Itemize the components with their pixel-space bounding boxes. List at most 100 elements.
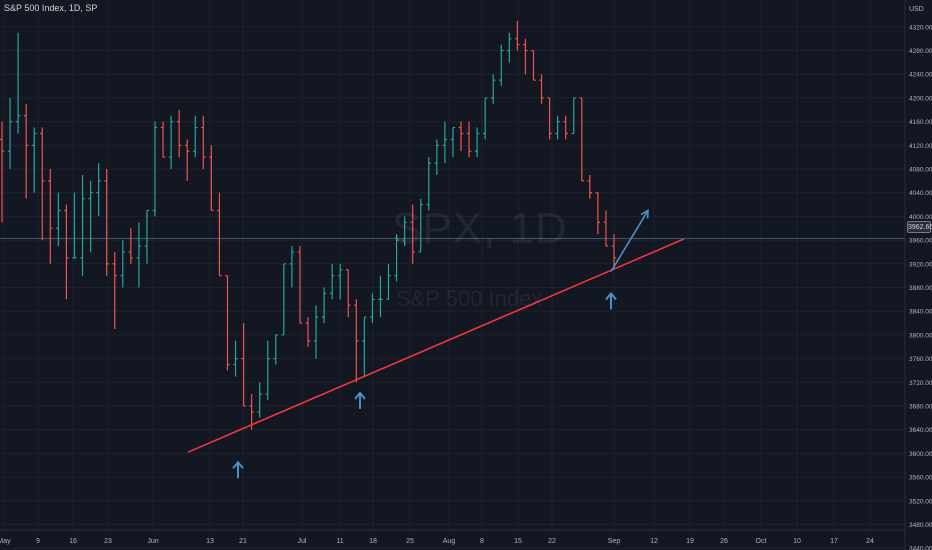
ohlc-bar — [209, 145, 214, 212]
chart-title: S&P 500 Index, 1D, SP — [4, 3, 98, 13]
ohlc-bar — [499, 44, 504, 87]
ohlc-bar — [15, 32, 21, 134]
ohlc-bar — [507, 32, 512, 63]
ohlc-bar — [442, 121, 448, 164]
ohlc-bar — [555, 115, 560, 140]
price-tick-label: 3480.00 — [909, 522, 932, 529]
ohlc-bar — [491, 74, 496, 104]
ohlc-bar — [587, 174, 593, 199]
time-tick-label: 10 — [793, 538, 801, 545]
ohlc-bar — [152, 121, 158, 217]
ohlc-bar — [579, 97, 584, 182]
ohlc-bar — [426, 157, 431, 211]
ohlc-bar — [482, 97, 488, 140]
ohlc-bar — [168, 115, 174, 170]
time-tick-label: 23 — [104, 538, 112, 545]
ohlc-bar — [450, 126, 456, 158]
price-tick-label: 4120.00 — [909, 143, 932, 150]
ohlc-bar — [305, 317, 311, 347]
ohlc-bar — [346, 269, 351, 318]
ohlc-bar — [64, 204, 69, 300]
ohlc-bar — [136, 222, 142, 288]
time-tick-label: 24 — [866, 538, 874, 545]
time-tick-label: 11 — [336, 538, 343, 545]
up-arrow-icon — [605, 291, 617, 310]
ohlc-bar — [394, 234, 399, 282]
price-axis-bg — [905, 0, 932, 550]
time-tick-label: 18 — [369, 538, 377, 545]
ohlc-bar — [603, 210, 609, 247]
time-tick-label: Jul — [298, 538, 307, 545]
ohlc-bar — [241, 323, 246, 407]
ohlc-bar — [201, 115, 206, 170]
time-tick-label: Sep — [608, 538, 621, 545]
up-arrow-head — [354, 391, 366, 400]
time-axis[interactable]: May 9 16 23 Jun 13 21 Jul 11 18 25 Aug 8 15 22 Sep 12 19 2… — [0, 529, 905, 545]
price-tick-label: 4320.00 — [909, 24, 932, 31]
ohlc-bar — [265, 340, 270, 401]
ohlc-bar — [418, 198, 423, 253]
price-tick-label: 3560.00 — [909, 475, 932, 482]
time-tick-label: 21 — [239, 538, 247, 545]
ohlc-bar — [458, 121, 464, 152]
price-tick-label: 4160.00 — [909, 119, 932, 126]
projection-arrow-line — [610, 210, 649, 272]
time-tick-label: 22 — [548, 538, 556, 545]
price-tick-label: 3800.00 — [909, 332, 932, 339]
ohlc-bar — [338, 263, 343, 300]
time-tick-label: 16 — [69, 538, 77, 545]
time-tick-label: 12 — [650, 538, 658, 545]
price-tick-label: 3880.00 — [909, 285, 932, 292]
time-tick-label: Oct — [756, 538, 767, 545]
ohlc-bar — [128, 228, 134, 264]
ohlc-bar — [273, 334, 278, 365]
ohlc-bar — [434, 139, 440, 175]
ohlc-bar — [531, 49, 536, 81]
price-tick-label: 3520.00 — [909, 498, 932, 505]
price-tick-label: 4200.00 — [909, 95, 932, 102]
time-tick-label: May — [0, 538, 11, 545]
ohlc-bar — [160, 121, 166, 158]
ohlc-bar — [474, 127, 480, 158]
ohlc-bar — [313, 305, 319, 359]
price-tick-label: 4040.00 — [909, 190, 932, 197]
ohlc-bar — [297, 246, 303, 324]
ohlc-bar — [515, 20, 520, 51]
time-tick-label: 25 — [406, 538, 414, 545]
ohlc-bar — [80, 174, 85, 276]
ohlc-bar — [104, 169, 109, 276]
time-tick-label: 9 — [36, 538, 40, 545]
time-tick-label: 15 — [514, 538, 522, 545]
price-axis[interactable]: USD 3440.00 3480.00 3520.00 3560.00 3600.00 36… — [904, 0, 932, 550]
ohlc-bar — [370, 293, 375, 324]
time-tick-label: 8 — [480, 538, 484, 545]
time-tick-label: Jun — [147, 538, 158, 545]
watermark-name: S&P 500 Index — [396, 286, 543, 311]
price-tick-label: 4000.00 — [909, 214, 932, 221]
ohlc-bar — [523, 38, 528, 75]
ohlc-bar — [611, 234, 617, 270]
trendline — [187, 238, 685, 453]
time-tick-label: 13 — [206, 538, 214, 545]
price-tick-label: 3440.00 — [909, 546, 932, 550]
price-tick-label: 3920.00 — [909, 261, 932, 268]
ohlc-bar — [40, 127, 45, 241]
price-tick-label: 3960.00 — [909, 238, 932, 245]
time-tick-label: 26 — [720, 538, 728, 545]
ohlc-bar — [96, 163, 101, 217]
time-tick-label: 17 — [830, 538, 838, 545]
projection-arrow-head — [640, 209, 649, 219]
annotations[interactable] — [187, 209, 685, 479]
ohlc-bar — [193, 115, 198, 158]
ohlc-bar — [112, 251, 117, 329]
ohlc-bar — [386, 263, 391, 300]
ohlc-bar — [329, 263, 335, 300]
ohlc-bar — [225, 275, 230, 371]
up-arrow-head — [605, 291, 617, 301]
current-price-badge: 3962.66 — [907, 221, 932, 233]
price-tick-label: 3600.00 — [909, 451, 932, 458]
currency-label: USD — [909, 6, 924, 13]
price-tick-label: 3640.00 — [909, 427, 932, 434]
